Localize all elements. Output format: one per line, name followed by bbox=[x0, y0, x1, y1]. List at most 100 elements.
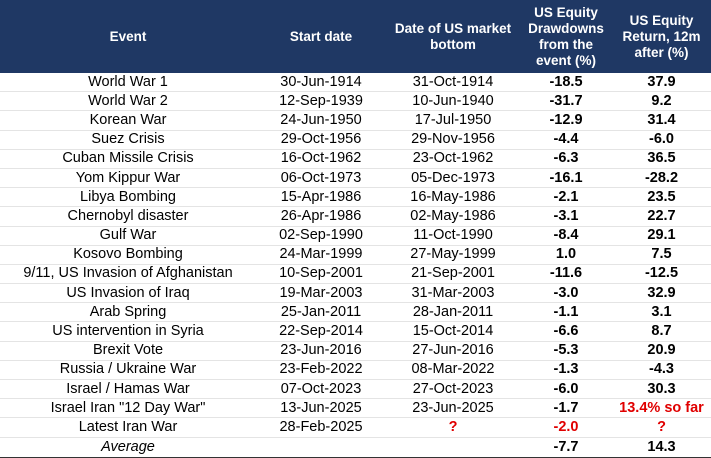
table-cell: 27-Jun-2016 bbox=[386, 341, 520, 361]
table-cell: -18.5 bbox=[520, 73, 612, 93]
table-row: World War 2 12-Sep-1939 10-Jun-1940 -31.7 9.… bbox=[0, 91, 711, 112]
header-cell: US Equity Drawdowns from the event (%) bbox=[520, 0, 612, 73]
table-cell: -6.3 bbox=[520, 149, 612, 169]
table-cell: 23-Oct-1962 bbox=[386, 149, 520, 169]
table-cell: -4.3 bbox=[612, 360, 711, 381]
table-cell: 28-Jan-2011 bbox=[386, 302, 520, 323]
table-row: Gulf War 02-Sep-1990 11-Oct-1990 -8.4 29.1 bbox=[0, 226, 711, 246]
table-cell bbox=[386, 436, 520, 458]
table-cell: 25-Jan-2011 bbox=[256, 302, 386, 323]
header-cell: US Equity Return, 12m after (%) bbox=[612, 0, 711, 73]
table-cell: 13-Jun-2025 bbox=[256, 398, 386, 419]
table-row: Korean War 24-Jun-1950 17-Jul-1950 -12.9 31.… bbox=[0, 110, 711, 131]
header-cell: Date of US market bottom bbox=[386, 0, 520, 73]
table-row: Libya Bombing 15-Apr-1986 16-May-1986 -2.1 2… bbox=[0, 187, 711, 208]
table-cell: 22.7 bbox=[612, 206, 711, 227]
table-cell: 8.7 bbox=[612, 321, 711, 342]
table-cell: 20.9 bbox=[612, 341, 711, 361]
table-cell: 17-Jul-1950 bbox=[386, 110, 520, 131]
table-cell: 16-Oct-1962 bbox=[256, 149, 386, 169]
table-cell: 07-Oct-2023 bbox=[256, 379, 386, 400]
table-cell: -6.6 bbox=[520, 321, 612, 342]
table-row: Arab Spring 25-Jan-2011 28-Jan-2011 -1.1 3.1 bbox=[0, 302, 711, 323]
table-cell: World War 2 bbox=[0, 91, 256, 112]
table-cell: 29.1 bbox=[612, 226, 711, 246]
table-cell: 23-Feb-2022 bbox=[256, 360, 386, 381]
table-cell: Arab Spring bbox=[0, 302, 256, 323]
table-row: World War 1 30-Jun-1914 31-Oct-1914 -18.5 37… bbox=[0, 73, 711, 93]
table-cell: 26-Apr-1986 bbox=[256, 206, 386, 227]
table-cell: -3.1 bbox=[520, 206, 612, 227]
table-cell: 10-Jun-1940 bbox=[386, 91, 520, 112]
table-row: Kosovo Bombing 24-Mar-1999 27-May-1999 1.0 7… bbox=[0, 245, 711, 265]
table-cell: 12-Sep-1939 bbox=[256, 91, 386, 112]
table-cell: 31.4 bbox=[612, 110, 711, 131]
average-row: Average -7.7 14.3 bbox=[0, 436, 711, 458]
table-cell: 02-Sep-1990 bbox=[256, 226, 386, 246]
table-cell: Latest Iran War bbox=[0, 417, 256, 438]
table-cell: 05-Dec-1973 bbox=[386, 168, 520, 189]
table-cell: Yom Kippur War bbox=[0, 168, 256, 189]
table-cell: US intervention in Syria bbox=[0, 321, 256, 342]
table-cell: 16-May-1986 bbox=[386, 187, 520, 208]
table-row: Israel / Hamas War 07-Oct-2023 27-Oct-2023… bbox=[0, 379, 711, 400]
table-cell: -2.0 bbox=[520, 417, 612, 438]
table-cell: -1.3 bbox=[520, 360, 612, 381]
table-cell: 30.3 bbox=[612, 379, 711, 400]
table-cell: 3.1 bbox=[612, 302, 711, 323]
table-cell: 11-Oct-1990 bbox=[386, 226, 520, 246]
table-cell: 28-Feb-2025 bbox=[256, 417, 386, 438]
table-cell: -11.6 bbox=[520, 264, 612, 285]
table-row: Suez Crisis 29-Oct-1956 29-Nov-1956 -4.4 -6.… bbox=[0, 130, 711, 150]
table-cell: 9.2 bbox=[612, 91, 711, 112]
table-cell: 15-Apr-1986 bbox=[256, 187, 386, 208]
average-value: 14.3 bbox=[612, 436, 711, 458]
table-cell: Korean War bbox=[0, 110, 256, 131]
table-cell: 02-May-1986 bbox=[386, 206, 520, 227]
table-cell: 13.4% so far bbox=[612, 398, 711, 419]
table-cell: 23.5 bbox=[612, 187, 711, 208]
table-cell: 22-Sep-2014 bbox=[256, 321, 386, 342]
table-cell: 7.5 bbox=[612, 245, 711, 265]
table-cell: US Invasion of Iraq bbox=[0, 283, 256, 304]
table-cell: 23-Jun-2016 bbox=[256, 341, 386, 361]
table-cell: -5.3 bbox=[520, 341, 612, 361]
table-cell: 24-Mar-1999 bbox=[256, 245, 386, 265]
table-cell: 36.5 bbox=[612, 149, 711, 169]
header-cell: Event bbox=[0, 0, 256, 73]
table-cell: -16.1 bbox=[520, 168, 612, 189]
table-row: Latest Iran War 28-Feb-2025? -2.0? bbox=[0, 417, 711, 438]
table-cell: World War 1 bbox=[0, 73, 256, 93]
table-cell: 15-Oct-2014 bbox=[386, 321, 520, 342]
table-cell: -6.0 bbox=[520, 379, 612, 400]
table-cell: 06-Oct-1973 bbox=[256, 168, 386, 189]
table-cell: Suez Crisis bbox=[0, 130, 256, 150]
table-cell: 24-Jun-1950 bbox=[256, 110, 386, 131]
table-cell: Kosovo Bombing bbox=[0, 245, 256, 265]
table-cell: Libya Bombing bbox=[0, 187, 256, 208]
table-row: US Invasion of Iraq 19-Mar-2003 31-Mar-200… bbox=[0, 283, 711, 304]
table-row: Chernobyl disaster 26-Apr-1986 02-May-1986… bbox=[0, 206, 711, 227]
table-cell: 27-Oct-2023 bbox=[386, 379, 520, 400]
table-cell: 23-Jun-2025 bbox=[386, 398, 520, 419]
table-cell: -12.9 bbox=[520, 110, 612, 131]
header-cell: Start date bbox=[256, 0, 386, 73]
table-body: World War 1 30-Jun-1914 31-Oct-1914 -18.5 37… bbox=[0, 73, 711, 458]
table-cell: -2.1 bbox=[520, 187, 612, 208]
table-cell: 31-Mar-2003 bbox=[386, 283, 520, 304]
table-cell: 37.9 bbox=[612, 73, 711, 93]
table-cell: 32.9 bbox=[612, 283, 711, 304]
table-cell: -8.4 bbox=[520, 226, 612, 246]
table-cell: -31.7 bbox=[520, 91, 612, 112]
table-cell: -4.4 bbox=[520, 130, 612, 150]
table-cell: 1.0 bbox=[520, 245, 612, 265]
table-cell: Israel / Hamas War bbox=[0, 379, 256, 400]
table-cell: Gulf War bbox=[0, 226, 256, 246]
average-value: -7.7 bbox=[520, 436, 612, 458]
table-cell: Brexit Vote bbox=[0, 341, 256, 361]
table-cell: Russia / Ukraine War bbox=[0, 360, 256, 381]
table-cell: -3.0 bbox=[520, 283, 612, 304]
table-cell: 30-Jun-1914 bbox=[256, 73, 386, 93]
